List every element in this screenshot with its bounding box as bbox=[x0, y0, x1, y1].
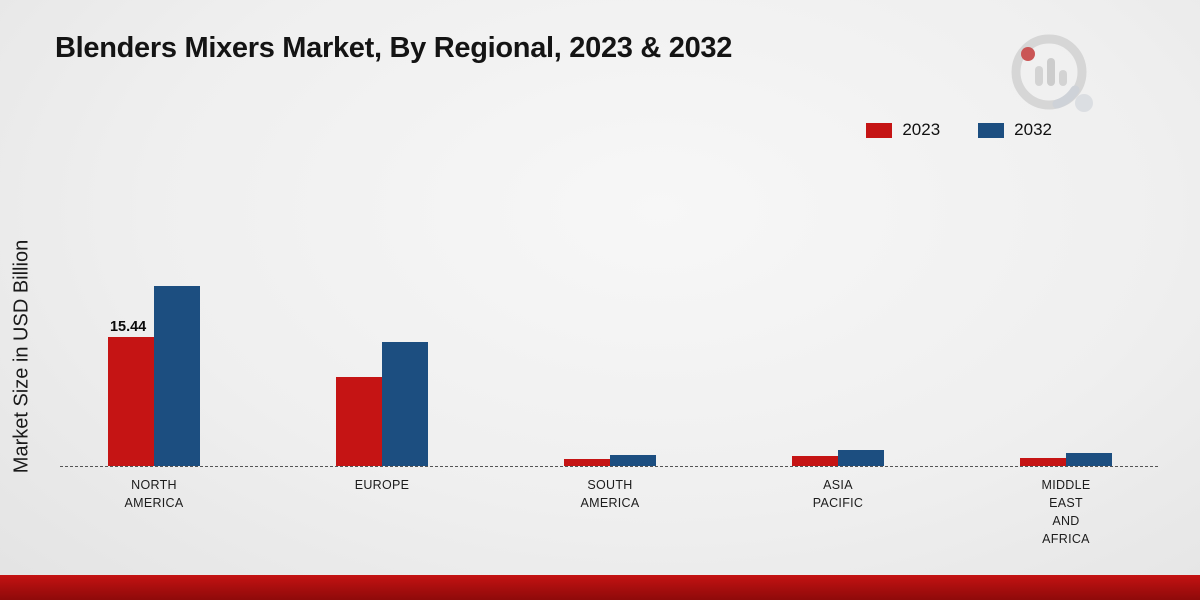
legend-swatch-2032 bbox=[978, 122, 1005, 138]
legend-item-2023: 2023 bbox=[866, 120, 940, 140]
x-axis-category-label: SOUTH AMERICA bbox=[580, 478, 640, 510]
bar-plot-area: 15.44 bbox=[40, 246, 1180, 466]
bar-2023 bbox=[336, 377, 382, 466]
chart-legend: 2023 2032 bbox=[866, 120, 1052, 140]
legend-label-2032: 2032 bbox=[1014, 120, 1052, 139]
x-axis-category-label: ASIA PACIFIC bbox=[812, 478, 864, 510]
bar-group bbox=[496, 246, 724, 466]
zero-baseline bbox=[60, 466, 1158, 467]
legend-item-2032: 2032 bbox=[978, 120, 1052, 140]
x-axis-category-label: EUROPE bbox=[354, 478, 410, 492]
bar-2023 bbox=[792, 456, 838, 466]
bar-2032 bbox=[838, 450, 884, 466]
x-axis-labels: NORTH AMERICA EUROPE SOUTH AMERICA ASIA PACIFI… bbox=[40, 476, 1180, 548]
bar-2032 bbox=[154, 286, 200, 466]
bar-2032 bbox=[1066, 453, 1112, 466]
bar-2023 bbox=[1020, 458, 1066, 466]
bar-group bbox=[724, 246, 952, 466]
bar-group bbox=[952, 246, 1180, 466]
chart-title: Blenders Mixers Market, By Regional, 202… bbox=[55, 32, 733, 64]
bar-value-label: 15.44 bbox=[109, 319, 147, 335]
legend-swatch-2023 bbox=[866, 122, 893, 138]
bar-2032 bbox=[382, 342, 428, 466]
bar-2023: 15.44 bbox=[108, 319, 154, 466]
bar-2023 bbox=[564, 459, 610, 466]
x-axis-category-label: NORTH AMERICA bbox=[124, 478, 184, 510]
bar-2032 bbox=[610, 455, 656, 466]
bar-group: 15.44 bbox=[40, 246, 268, 466]
legend-label-2023: 2023 bbox=[902, 120, 941, 139]
x-axis-category-label: MIDDLE EAST AND AFRICA bbox=[1041, 478, 1091, 546]
bar-group bbox=[268, 246, 496, 466]
brand-logo bbox=[1011, 34, 1093, 112]
footer-accent-bar bbox=[0, 575, 1200, 600]
y-axis-label: Market Size in USD Billion bbox=[10, 239, 33, 474]
